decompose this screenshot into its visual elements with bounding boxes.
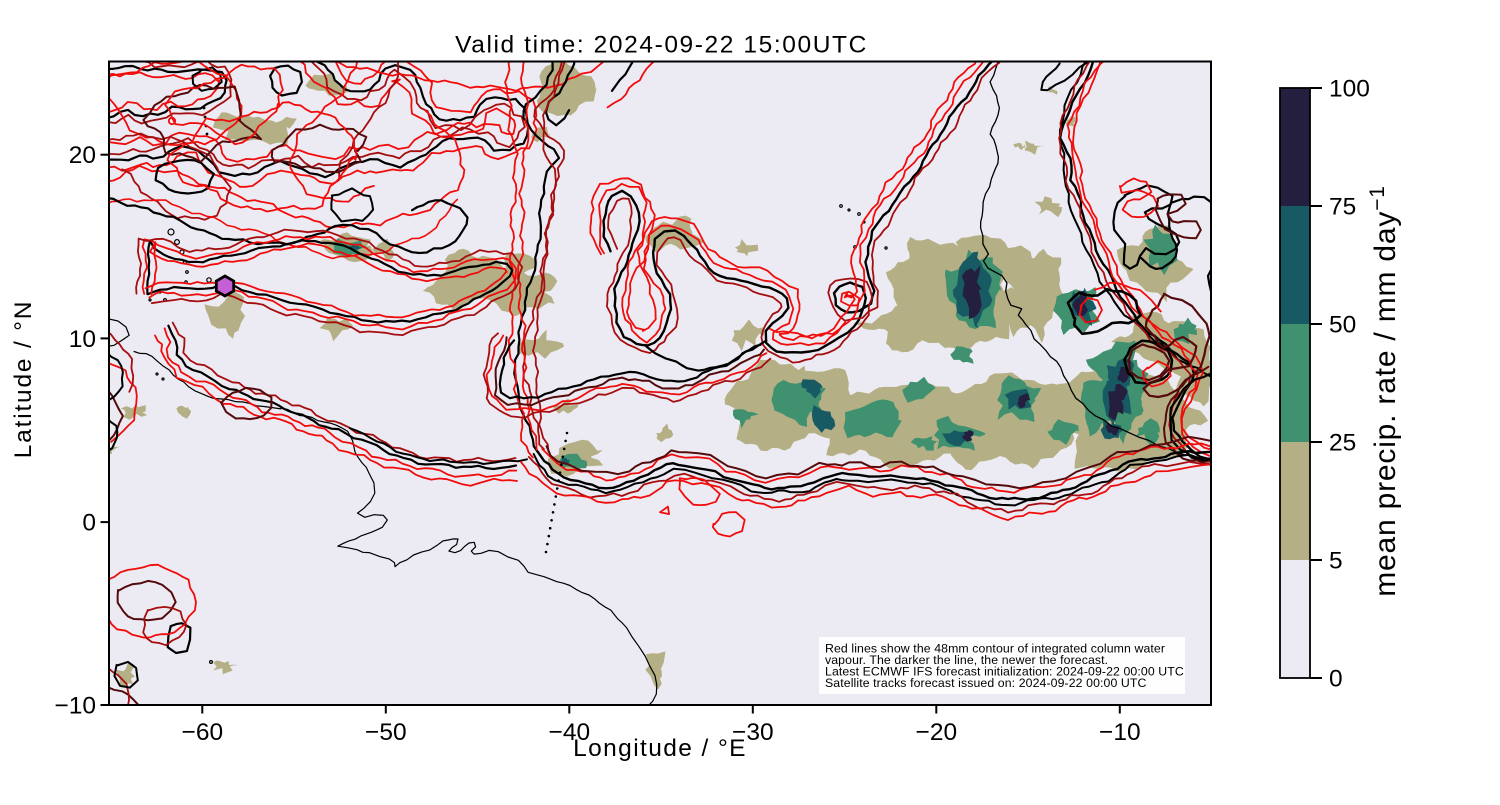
svg-text:Satellite tracks forecast issu: Satellite tracks forecast issued on: 202… <box>825 676 1147 690</box>
svg-text:5: 5 <box>1329 548 1343 575</box>
svg-text:75: 75 <box>1329 194 1356 221</box>
svg-text:−10: −10 <box>1099 719 1141 746</box>
svg-text:vapour. The darker the line, t: vapour. The darker the line, the newer t… <box>825 653 1108 667</box>
svg-text:Latest ECMWF IFS forecast init: Latest ECMWF IFS forecast initialization… <box>825 664 1184 678</box>
svg-text:−30: −30 <box>732 719 774 746</box>
svg-text:50: 50 <box>1329 312 1356 339</box>
svg-text:−10: −10 <box>54 693 96 720</box>
svg-text:10: 10 <box>69 326 96 353</box>
svg-text:Red lines show the 48mm contou: Red lines show the 48mm contour of integ… <box>825 641 1165 655</box>
svg-text:100: 100 <box>1329 76 1370 103</box>
svg-text:Valid time: 2024-09-22 15:00UT: Valid time: 2024-09-22 15:00UTC <box>455 32 868 59</box>
svg-text:0: 0 <box>1329 666 1343 693</box>
svg-text:20: 20 <box>69 142 96 169</box>
svg-text:−40: −40 <box>549 719 591 746</box>
svg-text:−50: −50 <box>365 719 407 746</box>
svg-text:25: 25 <box>1329 430 1356 457</box>
svg-text:mean precip. rate / mm day−1: mean precip. rate / mm day−1 <box>1366 185 1403 597</box>
svg-text:−20: −20 <box>916 719 958 746</box>
svg-text:0: 0 <box>82 510 96 537</box>
svg-text:−60: −60 <box>182 719 224 746</box>
svg-text:Latitude / °N: Latitude / °N <box>10 300 37 459</box>
svg-text:Longitude / °E: Longitude / °E <box>573 735 747 762</box>
